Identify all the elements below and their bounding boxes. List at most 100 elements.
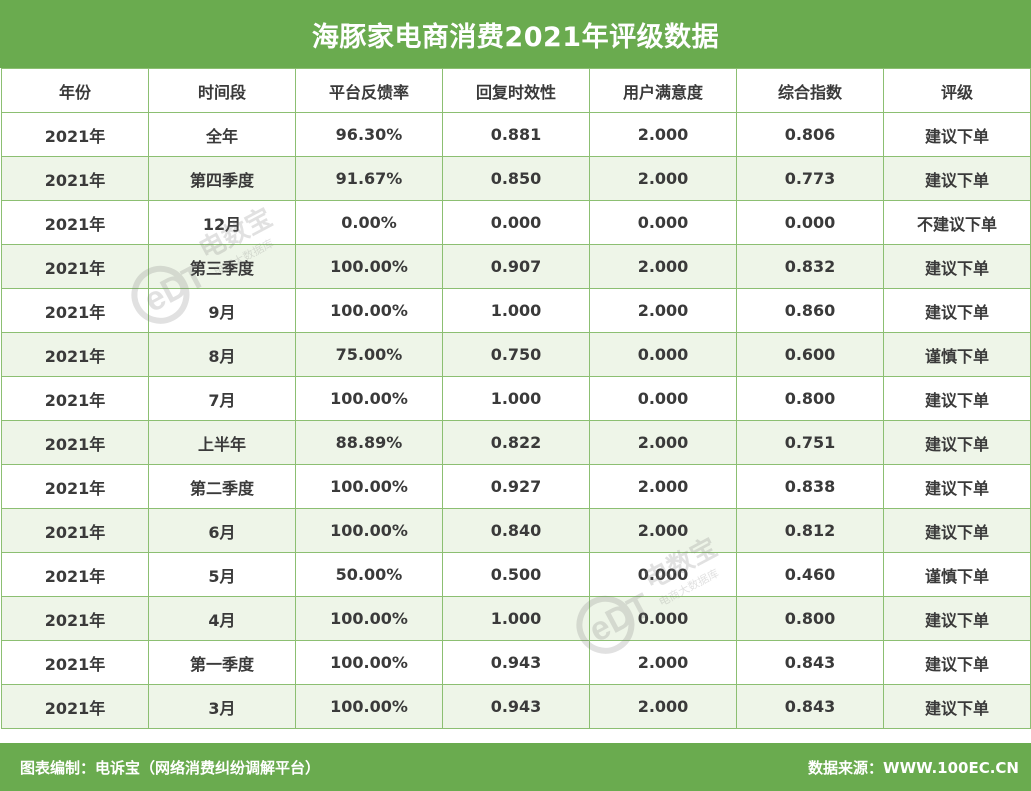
cell-rating: 建议下单 bbox=[883, 508, 1031, 553]
cell-period: 12月 bbox=[148, 200, 296, 245]
cell-composite-index: 0.812 bbox=[736, 508, 884, 553]
cell-composite-index: 0.843 bbox=[736, 684, 884, 729]
table-row: 2021年 第二季度 100.00% 0.927 2.000 0.838 建议下单 bbox=[1, 464, 1031, 509]
header-response-timeliness: 回复时效性 bbox=[442, 68, 590, 113]
cell-feedback-rate: 91.67% bbox=[295, 156, 443, 201]
cell-user-satisfaction: 0.000 bbox=[589, 332, 737, 377]
footer-source: 数据来源：WWW.100EC.CN bbox=[808, 758, 1019, 777]
cell-feedback-rate: 75.00% bbox=[295, 332, 443, 377]
page-title: 海豚家电商消费2021年评级数据 bbox=[0, 0, 1031, 68]
cell-composite-index: 0.838 bbox=[736, 464, 884, 509]
cell-period: 5月 bbox=[148, 552, 296, 597]
cell-user-satisfaction: 2.000 bbox=[589, 420, 737, 465]
cell-composite-index: 0.800 bbox=[736, 376, 884, 421]
cell-composite-index: 0.600 bbox=[736, 332, 884, 377]
cell-rating: 建议下单 bbox=[883, 244, 1031, 289]
cell-feedback-rate: 100.00% bbox=[295, 288, 443, 333]
cell-year: 2021年 bbox=[1, 420, 149, 465]
header-feedback-rate: 平台反馈率 bbox=[295, 68, 443, 113]
cell-response-timeliness: 1.000 bbox=[442, 288, 590, 333]
cell-composite-index: 0.806 bbox=[736, 112, 884, 157]
cell-user-satisfaction: 2.000 bbox=[589, 244, 737, 289]
rating-table: 年份 时间段 平台反馈率 回复时效性 用户满意度 综合指数 评级 2021年 全年… bbox=[1, 68, 1031, 729]
table-row: 2021年 8月 75.00% 0.750 0.000 0.600 谨慎下单 bbox=[1, 332, 1031, 377]
cell-year: 2021年 bbox=[1, 376, 149, 421]
cell-user-satisfaction: 0.000 bbox=[589, 200, 737, 245]
cell-period: 3月 bbox=[148, 684, 296, 729]
cell-response-timeliness: 1.000 bbox=[442, 376, 590, 421]
cell-period: 6月 bbox=[148, 508, 296, 553]
cell-feedback-rate: 88.89% bbox=[295, 420, 443, 465]
header-period: 时间段 bbox=[148, 68, 296, 113]
cell-rating: 建议下单 bbox=[883, 596, 1031, 641]
cell-feedback-rate: 96.30% bbox=[295, 112, 443, 157]
cell-feedback-rate: 100.00% bbox=[295, 684, 443, 729]
cell-rating: 建议下单 bbox=[883, 420, 1031, 465]
cell-feedback-rate: 100.00% bbox=[295, 508, 443, 553]
table-body: 2021年 全年 96.30% 0.881 2.000 0.806 建议下单 2021年 第四季… bbox=[1, 112, 1031, 729]
cell-composite-index: 0.773 bbox=[736, 156, 884, 201]
cell-user-satisfaction: 2.000 bbox=[589, 640, 737, 685]
cell-period: 9月 bbox=[148, 288, 296, 333]
cell-year: 2021年 bbox=[1, 508, 149, 553]
cell-user-satisfaction: 0.000 bbox=[589, 596, 737, 641]
cell-year: 2021年 bbox=[1, 332, 149, 377]
cell-period: 第二季度 bbox=[148, 464, 296, 509]
header-rating: 评级 bbox=[883, 68, 1031, 113]
cell-period: 全年 bbox=[148, 112, 296, 157]
cell-composite-index: 0.800 bbox=[736, 596, 884, 641]
cell-user-satisfaction: 2.000 bbox=[589, 464, 737, 509]
cell-response-timeliness: 0.907 bbox=[442, 244, 590, 289]
cell-response-timeliness: 0.822 bbox=[442, 420, 590, 465]
header-year: 年份 bbox=[1, 68, 149, 113]
cell-year: 2021年 bbox=[1, 684, 149, 729]
cell-composite-index: 0.832 bbox=[736, 244, 884, 289]
table-row: 2021年 第四季度 91.67% 0.850 2.000 0.773 建议下单 bbox=[1, 156, 1031, 201]
cell-year: 2021年 bbox=[1, 200, 149, 245]
cell-feedback-rate: 0.00% bbox=[295, 200, 443, 245]
cell-period: 上半年 bbox=[148, 420, 296, 465]
cell-response-timeliness: 0.750 bbox=[442, 332, 590, 377]
cell-feedback-rate: 100.00% bbox=[295, 244, 443, 289]
cell-year: 2021年 bbox=[1, 244, 149, 289]
rating-table-container: 年份 时间段 平台反馈率 回复时效性 用户满意度 综合指数 评级 2021年 全年… bbox=[1, 68, 1031, 729]
cell-rating: 不建议下单 bbox=[883, 200, 1031, 245]
cell-rating: 建议下单 bbox=[883, 684, 1031, 729]
cell-response-timeliness: 0.881 bbox=[442, 112, 590, 157]
cell-feedback-rate: 100.00% bbox=[295, 464, 443, 509]
cell-composite-index: 0.751 bbox=[736, 420, 884, 465]
table-header-row: 年份 时间段 平台反馈率 回复时效性 用户满意度 综合指数 评级 bbox=[1, 68, 1031, 113]
cell-response-timeliness: 0.943 bbox=[442, 684, 590, 729]
table-row: 2021年 第三季度 100.00% 0.907 2.000 0.832 建议下单 bbox=[1, 244, 1031, 289]
cell-year: 2021年 bbox=[1, 288, 149, 333]
cell-rating: 谨慎下单 bbox=[883, 332, 1031, 377]
cell-user-satisfaction: 2.000 bbox=[589, 288, 737, 333]
cell-feedback-rate: 100.00% bbox=[295, 376, 443, 421]
cell-period: 7月 bbox=[148, 376, 296, 421]
cell-year: 2021年 bbox=[1, 640, 149, 685]
cell-year: 2021年 bbox=[1, 596, 149, 641]
table-row: 2021年 第一季度 100.00% 0.943 2.000 0.843 建议下单 bbox=[1, 640, 1031, 685]
table-row: 2021年 9月 100.00% 1.000 2.000 0.860 建议下单 bbox=[1, 288, 1031, 333]
footer-credit: 图表编制：电诉宝（网络消费纠纷调解平台） bbox=[20, 758, 321, 777]
table-row: 2021年 4月 100.00% 1.000 0.000 0.800 建议下单 bbox=[1, 596, 1031, 641]
cell-response-timeliness: 0.927 bbox=[442, 464, 590, 509]
cell-composite-index: 0.000 bbox=[736, 200, 884, 245]
cell-user-satisfaction: 2.000 bbox=[589, 112, 737, 157]
cell-rating: 建议下单 bbox=[883, 376, 1031, 421]
table-row: 2021年 3月 100.00% 0.943 2.000 0.843 建议下单 bbox=[1, 684, 1031, 729]
cell-response-timeliness: 0.500 bbox=[442, 552, 590, 597]
cell-period: 第三季度 bbox=[148, 244, 296, 289]
cell-response-timeliness: 1.000 bbox=[442, 596, 590, 641]
cell-rating: 建议下单 bbox=[883, 156, 1031, 201]
cell-feedback-rate: 100.00% bbox=[295, 640, 443, 685]
cell-rating: 建议下单 bbox=[883, 464, 1031, 509]
table-row: 2021年 全年 96.30% 0.881 2.000 0.806 建议下单 bbox=[1, 112, 1031, 157]
cell-period: 第一季度 bbox=[148, 640, 296, 685]
cell-response-timeliness: 0.000 bbox=[442, 200, 590, 245]
cell-response-timeliness: 0.943 bbox=[442, 640, 590, 685]
header-user-satisfaction: 用户满意度 bbox=[589, 68, 737, 113]
cell-year: 2021年 bbox=[1, 552, 149, 597]
cell-period: 8月 bbox=[148, 332, 296, 377]
cell-composite-index: 0.843 bbox=[736, 640, 884, 685]
